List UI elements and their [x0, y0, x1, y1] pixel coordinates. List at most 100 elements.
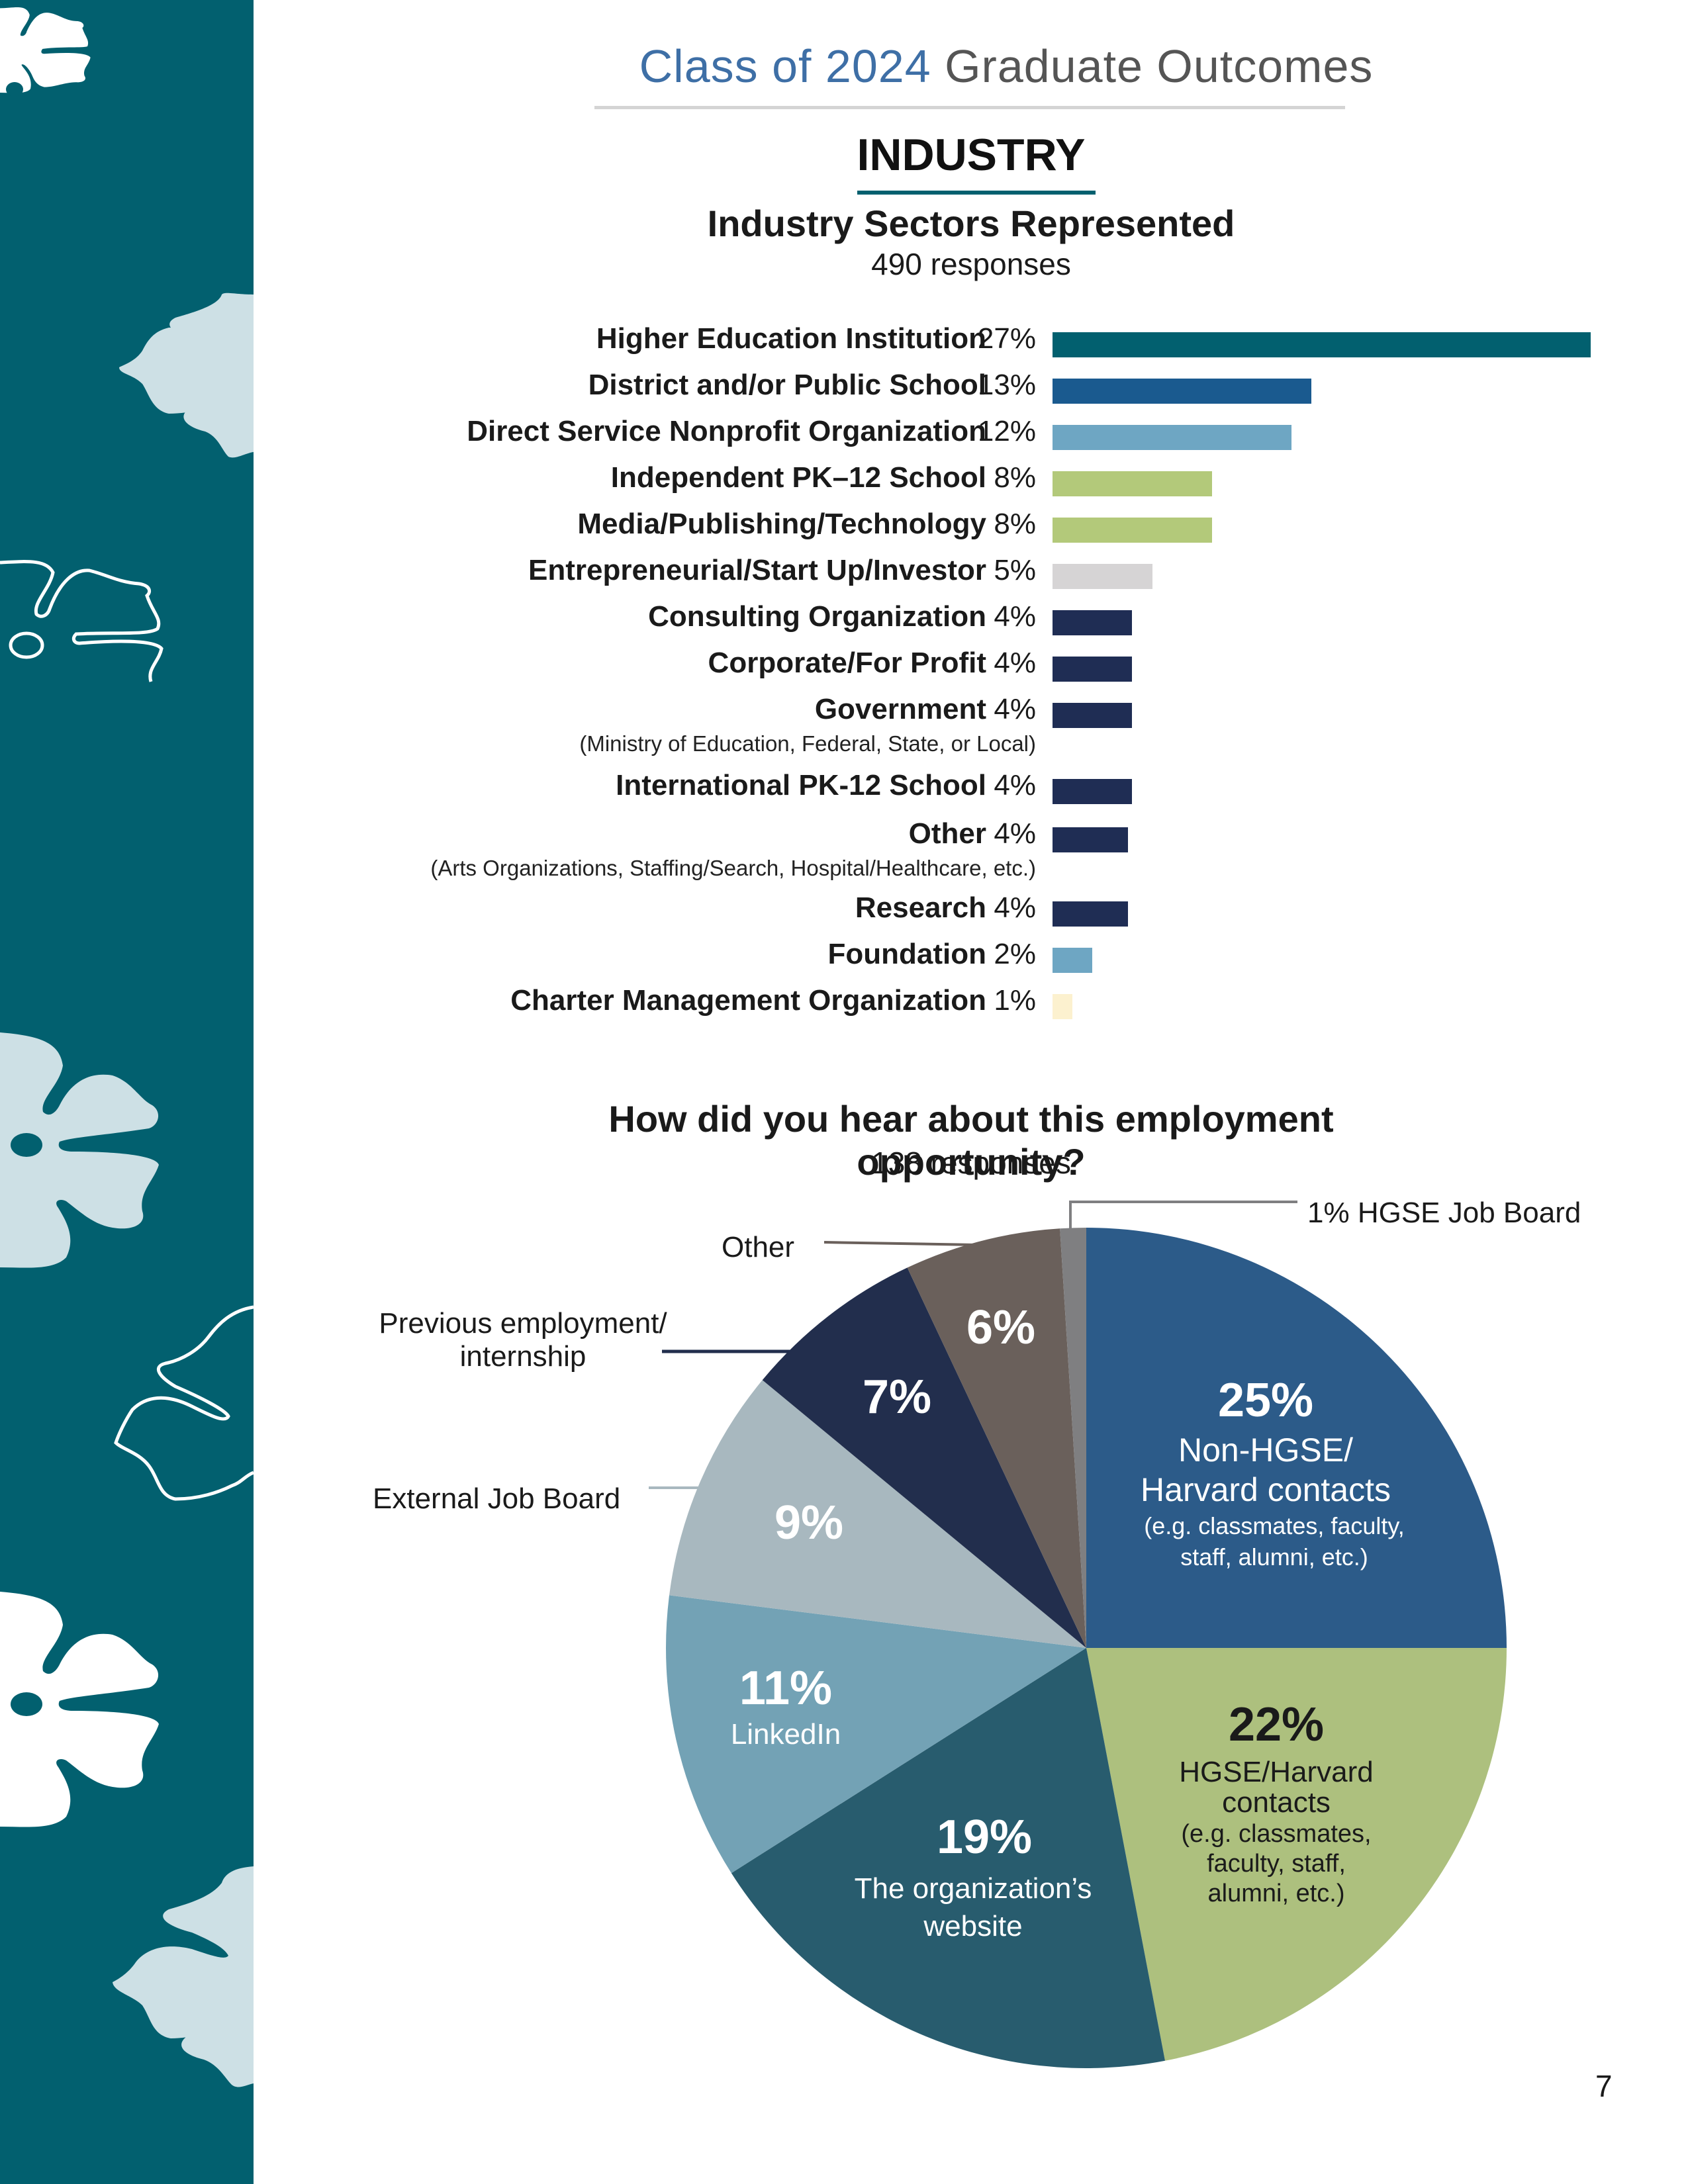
callout-hgse-job-board: 1% HGSE Job Board: [1307, 1197, 1581, 1229]
bar-value-label: 8%: [994, 461, 1036, 494]
bar-chart-subtitle: 490 responses: [871, 247, 1071, 281]
pie-chart-title: How did you hear about this employment o…: [608, 1098, 1334, 1183]
bar-value-label: 8%: [994, 508, 1036, 540]
bar: [1053, 657, 1132, 682]
bar-label: Research: [855, 891, 986, 924]
section-title-underline: [857, 191, 1096, 195]
pie-slice-label: 9%: [774, 1496, 843, 1549]
bar-value-label: 27%: [977, 322, 1036, 355]
pie-slice-label: (e.g. classmates, faculty,: [1144, 1512, 1404, 1539]
bar-label: Consulting Organization: [648, 600, 986, 633]
bar-value-label: 13%: [977, 369, 1036, 401]
bar: [1053, 827, 1128, 852]
pie-slice-label: HGSE/Harvard: [1179, 1756, 1373, 1788]
bar-label: Media/Publishing/Technology: [577, 508, 986, 540]
pie-slice-label: Harvard contacts: [1141, 1471, 1391, 1508]
bar-value-label: 4%: [994, 647, 1036, 679]
section-title: INDUSTRY: [857, 130, 1086, 180]
bar-label: Government: [814, 693, 986, 725]
pie-slice-label: 25%: [1218, 1374, 1313, 1427]
bar-chart-title: Industry Sectors Represented: [707, 203, 1235, 244]
bar-value-label: 5%: [994, 554, 1036, 586]
bar-label: International PK-12 School: [616, 769, 986, 801]
pie-slice-label: 19%: [937, 1811, 1032, 1864]
flower-icon: [119, 293, 254, 458]
callout-external-job-board: External Job Board: [373, 1482, 621, 1515]
flower-pattern-decoration: [0, 7, 254, 2087]
flower-icon: [0, 1032, 159, 1268]
pie-slice: [1086, 1228, 1507, 1648]
pie-slice-label: faculty, staff,: [1207, 1850, 1346, 1878]
pie-slice: [666, 1595, 1086, 1874]
flower-icon: [0, 7, 91, 97]
flower-outline-icon: [0, 560, 164, 682]
bar-label: Foundation: [827, 938, 987, 970]
flower-outline-icon: [114, 1305, 254, 1501]
pie-slice-label: 22%: [1229, 1698, 1324, 1751]
bar: [1053, 564, 1152, 589]
bar-label: Higher Education Institution: [596, 322, 986, 355]
decorative-sidebar: [0, 0, 254, 2184]
pie-chart-subtitle: 138 responses: [871, 1146, 1071, 1180]
bar: [1053, 518, 1212, 543]
bar-value-label: 4%: [994, 693, 1036, 725]
bar-label: Entrepreneurial/Start Up/Investor: [528, 554, 986, 586]
bar-value-label: 4%: [994, 600, 1036, 633]
bar: [1053, 779, 1132, 804]
bar-value-label: 4%: [994, 891, 1036, 924]
pie-slice-label: contacts: [1222, 1786, 1331, 1819]
callout-previous-line1: Previous employment/: [379, 1307, 667, 1340]
header-title-light: Class of 2024: [639, 40, 931, 92]
pie-slice-label: The organization’s: [855, 1872, 1092, 1905]
pie-slice: [907, 1228, 1086, 1648]
bar-note: (Arts Organizations, Staffing/Search, Ho…: [430, 856, 1036, 880]
callout-other: Other: [722, 1231, 795, 1263]
pie-slice-label: LinkedIn: [731, 1718, 841, 1751]
pie-slice: [762, 1267, 1086, 1648]
bar-value-label: 12%: [977, 415, 1036, 447]
pie-slice-label: (e.g. classmates,: [1181, 1820, 1371, 1848]
header-divider: [594, 106, 1345, 109]
bar-value-label: 1%: [994, 984, 1036, 1017]
bar: [1053, 332, 1591, 357]
page-header-title: Class of 2024 Graduate Outcomes: [596, 40, 1417, 93]
bar: [1053, 994, 1072, 1019]
flower-icon: [113, 1866, 254, 2087]
bar-value-label: 2%: [994, 938, 1036, 970]
pie-slice-label: staff, alumni, etc.): [1180, 1543, 1368, 1570]
bar-label: District and/or Public School: [588, 369, 986, 401]
bar-note: (Ministry of Education, Federal, State, …: [579, 731, 1036, 756]
callout-previous-line2: internship: [459, 1340, 586, 1373]
bar-label: Direct Service Nonprofit Organization: [467, 415, 986, 447]
bar-value-label: 4%: [994, 817, 1036, 850]
pie-slice: [731, 1648, 1165, 2068]
pie-slice-label: 6%: [966, 1301, 1035, 1354]
bar-value-label: 4%: [994, 769, 1036, 801]
bar: [1053, 948, 1092, 973]
callout-leader-line: [823, 1241, 1013, 1247]
bar: [1053, 425, 1291, 450]
callout-previous-employment: Previous employment/ internship: [357, 1307, 688, 1373]
pie-slice: [1086, 1648, 1507, 2061]
bar: [1053, 901, 1128, 927]
flower-icon: [0, 1592, 159, 1827]
header-title-dark: Graduate Outcomes: [945, 40, 1374, 92]
page-number: 7: [1595, 2069, 1613, 2103]
bar-label: Corporate/For Profit: [708, 647, 986, 679]
bar-label: Charter Management Organization: [510, 984, 986, 1017]
bar: [1053, 471, 1212, 496]
pie-slice-label: Non-HGSE/: [1178, 1432, 1353, 1469]
pie-slice-label: website: [923, 1910, 1022, 1942]
bar: [1053, 610, 1132, 635]
bar: [1053, 379, 1311, 404]
pie-slice: [669, 1380, 1086, 1648]
bar-label: Other: [908, 817, 986, 850]
pie-slice-label: 11%: [739, 1662, 832, 1715]
pie-slice-label: alumni, etc.): [1208, 1880, 1345, 1907]
bar-label: Independent PK–12 School: [610, 461, 986, 494]
bar: [1053, 703, 1132, 728]
callout-leader-line: [1069, 1201, 1297, 1234]
pie-slice-label: 7%: [863, 1371, 931, 1424]
pie-slice: [1060, 1228, 1086, 1648]
